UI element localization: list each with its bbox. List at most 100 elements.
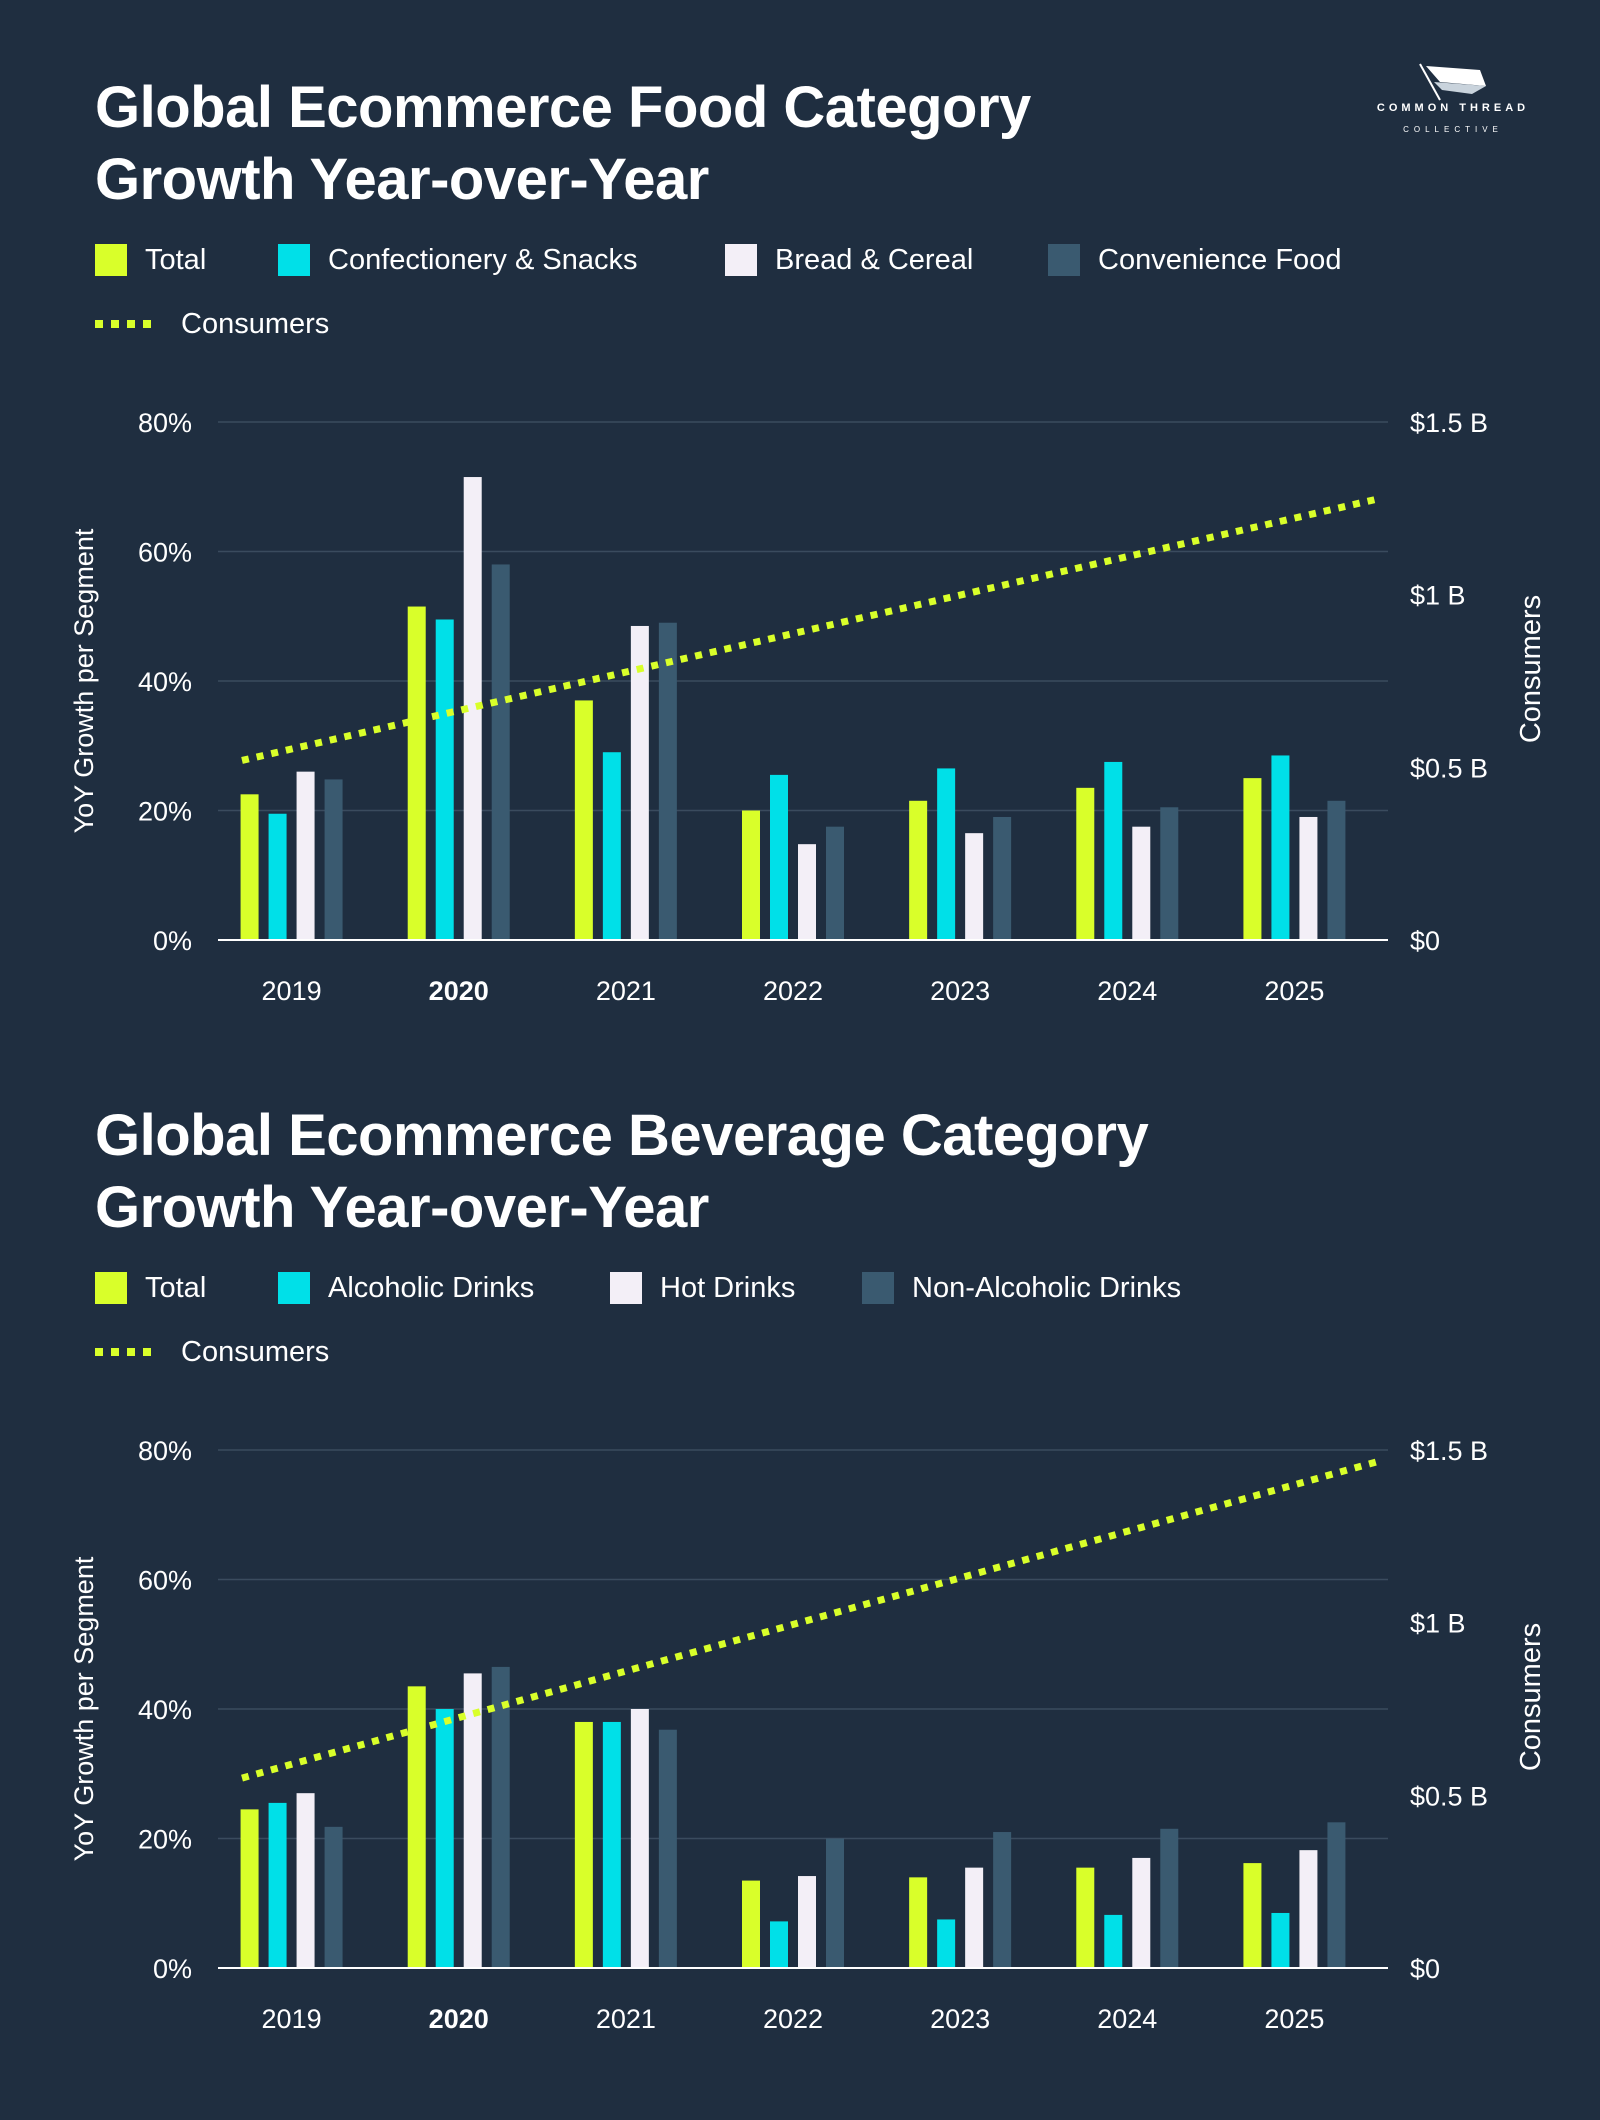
chart-title-line2: Growth Year-over-Year <box>95 147 709 212</box>
bar <box>602 1721 621 1968</box>
y-tick-label: 0% <box>153 926 192 956</box>
legend-item-series-2: Confectionery & Snacks <box>278 240 637 280</box>
common-thread-logo: COMMON THREAD COLLECTIVE <box>1368 62 1538 142</box>
logo-subtext: COLLECTIVE <box>1403 125 1503 134</box>
bar <box>324 779 343 940</box>
y2-axis-label: Consumers <box>1515 1623 1547 1771</box>
x-tick-label: 2022 <box>763 976 823 1006</box>
bar <box>574 1721 593 1968</box>
bar <box>296 771 315 940</box>
legend-item-series-3: Bread & Cereal <box>725 240 973 280</box>
food-chart-section: Global Ecommerce Food Category Growth Ye… <box>0 0 1600 1020</box>
bar <box>491 564 510 940</box>
legend-label: Bread & Cereal <box>775 243 974 276</box>
x-tick-label: 2023 <box>930 2004 990 2034</box>
y-tick-label: 0% <box>153 1954 192 1984</box>
y-tick-label: 80% <box>138 1436 192 1466</box>
bar <box>909 1877 928 1968</box>
bar <box>1243 778 1262 940</box>
y-tick-label: 20% <box>138 797 192 827</box>
bar <box>965 833 984 940</box>
legend-item-total: Total <box>95 1268 206 1308</box>
bar <box>1104 761 1123 940</box>
bar <box>630 625 649 940</box>
y-axis-label: YoY Growth per Segment <box>69 528 99 833</box>
y2-tick-label: $0 <box>1410 926 1440 956</box>
x-tick-label: 2019 <box>262 976 322 1006</box>
legend-label: Non-Alcoholic Drinks <box>912 1271 1182 1304</box>
y-tick-label: 40% <box>138 1695 192 1725</box>
bar <box>798 844 816 940</box>
bar <box>1299 1850 1318 1968</box>
bar <box>1132 826 1151 940</box>
bar <box>463 477 482 940</box>
x-tick-label: 2020 <box>429 2004 489 2034</box>
bar <box>463 1673 482 1968</box>
x-tick-label: 2024 <box>1097 976 1157 1006</box>
bar <box>826 826 844 940</box>
y2-tick-label: $1.5 B <box>1410 408 1488 438</box>
bar <box>1299 816 1318 940</box>
bar <box>602 752 621 940</box>
legend-swatch <box>610 1272 642 1304</box>
x-tick-label: 2022 <box>763 2004 823 2034</box>
bar <box>909 800 928 940</box>
y-tick-label: 40% <box>138 667 192 697</box>
legend-item-series-4: Non-Alcoholic Drinks <box>862 1268 1181 1308</box>
bar <box>937 1919 956 1968</box>
y-axis-label: YoY Growth per Segment <box>69 1556 99 1861</box>
y2-tick-label: $0 <box>1410 1954 1440 1984</box>
bar <box>1160 1828 1179 1968</box>
x-tick-label: 2020 <box>429 976 489 1006</box>
bar <box>240 1809 259 1968</box>
bar <box>1327 1822 1346 1968</box>
bar <box>1271 1912 1290 1968</box>
food-growth-chart: 0% 20% 40% 60% 80% $0 $0.5 B $1 B $1.5 B YoY Grow… <box>69 408 1547 1006</box>
legend-label: Hot Drinks <box>660 1271 796 1304</box>
y2-tick-label: $1 B <box>1410 581 1466 611</box>
bar <box>798 1876 816 1968</box>
legend-swatch <box>278 244 310 276</box>
bar <box>742 1880 760 1968</box>
legend-label: Confectionery & Snacks <box>328 243 638 276</box>
x-tick-label: 2019 <box>262 2004 322 2034</box>
y2-tick-label: $1 B <box>1410 1609 1466 1639</box>
bar <box>435 1709 454 1968</box>
bar <box>1271 755 1290 940</box>
chart-title: Global Ecommerce Food Category Growth Ye… <box>95 72 1345 216</box>
y-tick-label: 20% <box>138 1825 192 1855</box>
legend-swatch <box>725 244 757 276</box>
bar <box>993 1832 1012 1968</box>
x-tick-label: 2024 <box>1097 2004 1157 2034</box>
bar <box>407 606 426 940</box>
bar <box>240 794 259 940</box>
bar <box>268 813 287 940</box>
logo-wordmark: COMMON THREAD <box>1376 102 1530 114</box>
bar <box>1160 807 1179 940</box>
x-tick-label: 2021 <box>596 2004 656 2034</box>
legend-swatch <box>862 1272 894 1304</box>
y2-axis-label: Consumers <box>1515 595 1547 743</box>
bar <box>742 810 760 940</box>
legend-label: Consumers <box>181 307 330 340</box>
x-tick-label: 2021 <box>596 976 656 1006</box>
x-tick-label: 2025 <box>1264 976 1324 1006</box>
legend-item-series-4: Convenience Food <box>1048 240 1341 280</box>
bar <box>324 1826 343 1968</box>
bar <box>407 1686 426 1968</box>
bar <box>770 1921 788 1968</box>
bar <box>1132 1857 1151 1968</box>
beverage-chart-section: Global Ecommerce Beverage Category Growt… <box>0 1028 1600 2048</box>
legend-label: Total <box>145 1271 207 1304</box>
dotted-line-icon <box>95 320 151 328</box>
legend-swatch <box>95 1272 127 1304</box>
dotted-line-icon <box>95 1348 151 1356</box>
consumers-trend-line <box>241 1456 1383 1782</box>
legend-item-consumers: Consumers <box>95 304 329 344</box>
legend-item-consumers: Consumers <box>95 1332 329 1372</box>
bar <box>1327 800 1346 940</box>
legend-label: Total <box>145 243 207 276</box>
bar <box>1076 787 1095 940</box>
legend-item-series-2: Alcoholic Drinks <box>278 1268 534 1308</box>
y2-tick-label: $0.5 B <box>1410 753 1488 783</box>
